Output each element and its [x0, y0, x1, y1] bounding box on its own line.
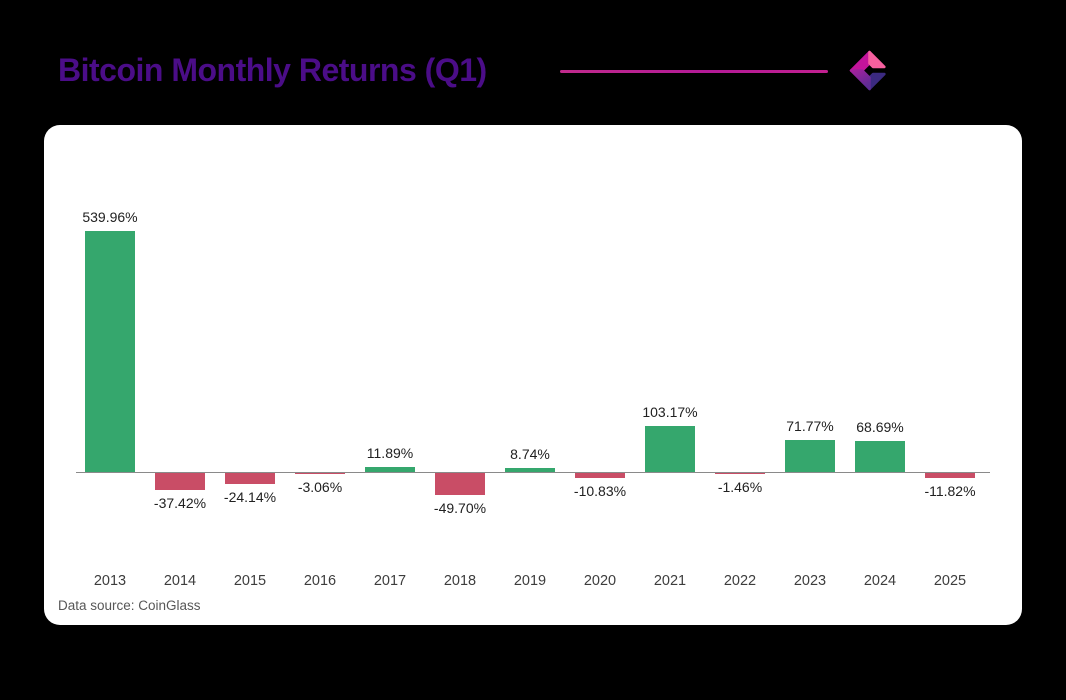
bar-2021 [645, 425, 695, 472]
x-axis-label-2024: 2024 [863, 573, 897, 589]
bar-value-label: 11.89% [366, 444, 414, 461]
x-axis-label-2016: 2016 [303, 573, 337, 589]
bar-value-label: -49.70% [433, 500, 487, 517]
data-source-note: Data source: CoinGlass [58, 598, 201, 613]
bar-value-label: -1.46% [717, 478, 763, 495]
bar-2024 [855, 441, 905, 472]
page-title: Bitcoin Monthly Returns (Q1) [58, 52, 487, 88]
x-axis-label-2020: 2020 [583, 573, 617, 589]
x-axis-label-2014: 2014 [163, 573, 197, 589]
bar-value-label: -24.14% [223, 488, 277, 505]
bar-value-label: -3.06% [297, 479, 343, 496]
bar-value-label: -37.42% [153, 494, 207, 511]
bar-2023 [785, 439, 835, 472]
bar-value-label: 71.77% [786, 417, 834, 434]
bar-2022 [715, 473, 765, 474]
x-axis-label-2025: 2025 [933, 573, 967, 589]
x-axis-label-2022: 2022 [723, 573, 757, 589]
page-header: Bitcoin Monthly Returns (Q1) [0, 0, 1066, 125]
bar-2018 [435, 473, 485, 496]
x-axis-label-2023: 2023 [793, 573, 827, 589]
x-axis-label-2013: 2013 [93, 573, 127, 589]
x-axis-label-2017: 2017 [373, 573, 407, 589]
bar-chart: 539.96% 2013 -37.42% 2014 -24.14% 2015 -3.06% 2… [44, 125, 1022, 625]
bar-2025 [925, 473, 975, 479]
chart-card: 539.96% 2013 -37.42% 2014 -24.14% 2015 -3.06% 2… [44, 125, 1022, 625]
x-axis-label-2021: 2021 [653, 573, 687, 589]
title-accent-line [560, 70, 828, 73]
bar-value-label: -11.82% [924, 483, 976, 500]
x-axis-label-2019: 2019 [513, 573, 547, 589]
bar-value-label: 8.74% [510, 446, 550, 463]
bar-2015 [225, 473, 275, 484]
bar-value-label: 539.96% [82, 208, 138, 225]
x-axis-label-2015: 2015 [233, 573, 267, 589]
bar-2014 [155, 473, 205, 490]
bar-2019 [505, 468, 555, 472]
coinglass-logo-icon [849, 50, 886, 91]
bar-value-label: 103.17% [642, 403, 698, 420]
bar-value-label: 68.69% [856, 419, 904, 436]
x-axis-zero-line [76, 472, 990, 473]
bar-2013 [85, 230, 135, 472]
x-axis-label-2018: 2018 [443, 573, 477, 589]
bar-2017 [365, 466, 415, 472]
bar-value-label: -10.83% [573, 482, 627, 499]
bar-2016 [295, 473, 345, 475]
bar-2020 [575, 473, 625, 478]
